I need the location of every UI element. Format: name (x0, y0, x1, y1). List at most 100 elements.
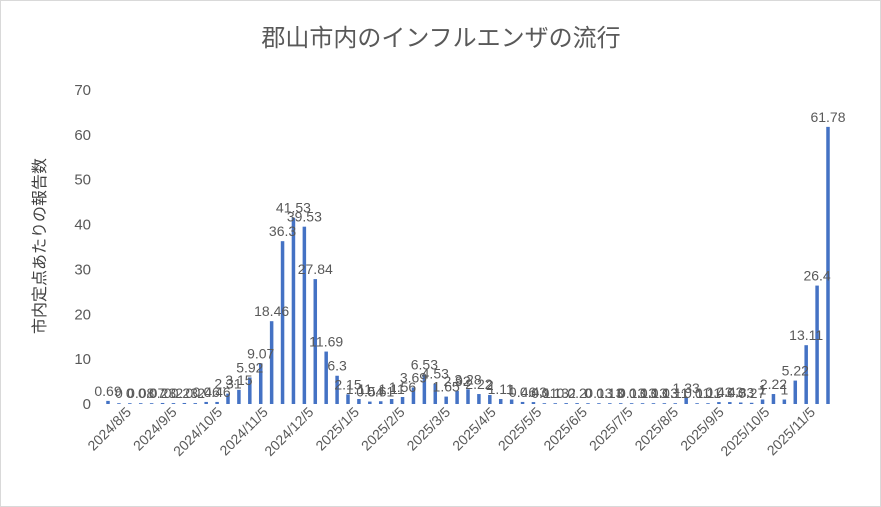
bar (106, 400, 110, 404)
data-label: 0.13 (629, 385, 656, 401)
bar (542, 403, 547, 404)
data-label: 0.11 (531, 385, 557, 401)
x-tick-label: 2025/6/5 (540, 404, 590, 454)
bar (378, 401, 383, 404)
data-label: 36.3 (269, 223, 296, 239)
data-label: 26.4 (803, 268, 830, 284)
data-label: 1.11 (346, 381, 372, 397)
bar (586, 403, 590, 404)
x-tick-label: 2024/10/5 (170, 404, 226, 460)
bar (335, 375, 339, 404)
bar (411, 387, 416, 404)
bar (357, 399, 361, 404)
data-label: 0.2 (556, 385, 576, 401)
bar (618, 403, 623, 404)
bar (509, 399, 514, 404)
data-label: 0.13 (585, 385, 612, 401)
bar (520, 401, 525, 404)
data-label: 6.3 (327, 358, 347, 374)
y-tick-label: 40 (74, 217, 91, 234)
x-tick-label: 2025/10/5 (717, 404, 773, 460)
data-label: 0.33 (727, 385, 754, 401)
data-label: 0.43 (716, 384, 743, 400)
bar (324, 351, 328, 404)
data-label: 39.53 (287, 209, 322, 225)
bars (106, 126, 830, 405)
data-label: 0.11 (684, 385, 710, 401)
y-axis-label: 市内定点あたりの報告数 (30, 158, 49, 334)
data-label: 41.53 (276, 200, 311, 216)
data-label: 0.46 (509, 384, 536, 400)
bar (422, 374, 427, 404)
bar (466, 389, 470, 404)
y-tick-label: 0 (83, 396, 91, 413)
bar (237, 389, 241, 404)
y-tick-label: 50 (74, 172, 91, 189)
bar (706, 403, 710, 404)
bar (749, 402, 754, 404)
y-tick-label: 70 (74, 82, 91, 99)
data-label: 0.2 (164, 385, 184, 401)
data-label: 2.31 (214, 376, 241, 392)
bar (302, 226, 307, 404)
data-labels: 0.690 00.080.070.230.20.230.20.460.462.31… (94, 109, 845, 401)
data-label: 2 (486, 377, 494, 393)
bar (608, 403, 612, 404)
data-label: 0 (126, 385, 134, 401)
y-tick-label: 60 (74, 127, 91, 144)
bar (117, 403, 121, 404)
data-label: 9.07 (247, 345, 274, 361)
data-label: 61.78 (810, 109, 845, 125)
bar (313, 279, 318, 404)
bar (531, 402, 536, 404)
x-axis: 2024/8/52024/9/52024/10/52024/11/52024/1… (84, 404, 818, 460)
bar (258, 363, 263, 404)
data-label: 1.56 (389, 379, 416, 395)
bar (815, 285, 819, 404)
x-tick-label: 2025/7/5 (586, 404, 636, 454)
data-label: 2.22 (465, 376, 492, 392)
bar (673, 403, 678, 404)
bar (433, 383, 438, 404)
x-tick-label: 2024/12/5 (261, 404, 317, 460)
data-label: 0.61 (367, 383, 394, 399)
x-tick-label: 2025/2/5 (358, 404, 408, 454)
data-label: 2.15 (334, 376, 361, 392)
y-tick-label: 30 (74, 261, 91, 278)
data-label: 27.84 (298, 261, 333, 277)
x-tick-label: 2025/11/5 (763, 404, 818, 459)
bar (771, 394, 776, 404)
bar (651, 403, 656, 404)
bar (662, 403, 667, 404)
bar (553, 403, 558, 404)
data-label: 11.69 (309, 334, 343, 350)
bar (640, 403, 645, 404)
data-label: 0 (584, 385, 592, 401)
bar (738, 402, 743, 404)
data-label: 0.13 (651, 385, 678, 401)
bar (575, 403, 579, 404)
x-tick-label: 2025/8/5 (631, 404, 681, 454)
data-label: 0.07 (138, 385, 165, 401)
bar (160, 402, 165, 404)
bar (782, 399, 787, 404)
bar (182, 402, 187, 404)
y-tick-label: 10 (74, 351, 91, 368)
bar (248, 377, 252, 404)
bar (629, 403, 634, 404)
x-tick-label: 2025/4/5 (449, 404, 499, 454)
bar (684, 398, 688, 404)
data-label: 0.13 (640, 385, 667, 401)
data-label: 18.46 (254, 303, 289, 319)
bar (717, 402, 721, 404)
data-label: 0.43 (705, 384, 732, 400)
bar (826, 126, 830, 405)
y-tick-label: 20 (74, 306, 91, 323)
bar (215, 401, 219, 404)
bar (389, 399, 394, 404)
bar (368, 401, 372, 404)
bar (346, 394, 350, 404)
data-label: 0.08 (127, 385, 154, 401)
bar (226, 393, 230, 404)
